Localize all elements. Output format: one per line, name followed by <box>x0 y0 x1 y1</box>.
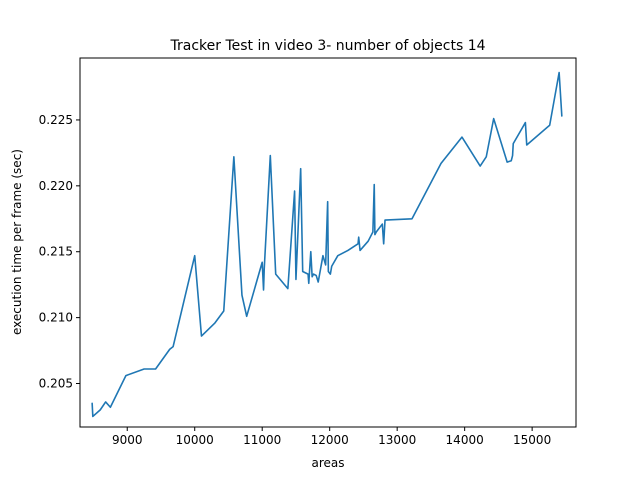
series-line <box>91 71 563 418</box>
x-tick-label: 12000 <box>311 433 349 447</box>
chart-title: Tracker Test in video 3- number of objec… <box>169 38 485 54</box>
x-tick-label: 15000 <box>513 433 551 447</box>
x-axis: 9000 10000 11000 12000 13000 14000 15000 <box>112 427 551 447</box>
plot-area-frame <box>79 57 577 428</box>
y-tick-label: 0.215 <box>39 245 73 259</box>
y-tick-label: 0.210 <box>39 311 73 325</box>
x-axis-label: areas <box>311 456 344 470</box>
y-axis: 0.205 0.210 0.215 0.220 0.225 <box>39 113 80 391</box>
y-axis-label: execution time per frame (sec) <box>10 149 24 335</box>
y-tick-label: 0.205 <box>39 377 73 391</box>
y-tick-label: 0.220 <box>39 179 73 193</box>
x-tick-label: 13000 <box>378 433 416 447</box>
y-tick-label: 0.225 <box>39 113 73 127</box>
x-tick-label: 9000 <box>112 433 143 447</box>
x-tick-label: 14000 <box>446 433 484 447</box>
x-tick-label: 11000 <box>243 433 281 447</box>
x-tick-label: 10000 <box>176 433 214 447</box>
